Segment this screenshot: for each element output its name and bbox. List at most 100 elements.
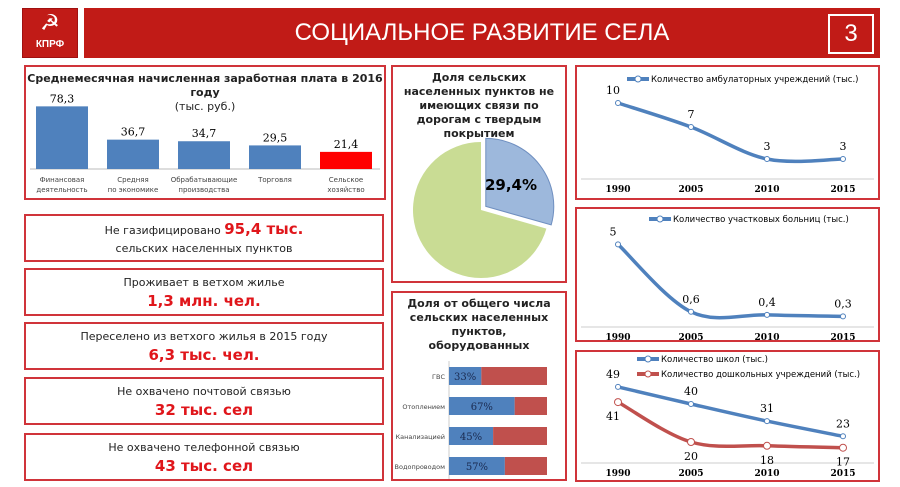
data-label: 0,3: [834, 297, 852, 310]
bar: [178, 141, 230, 169]
category-label: Отоплением: [402, 403, 445, 411]
category-label: Сельское: [329, 176, 363, 184]
category-label: Средняя: [117, 176, 148, 184]
x-tick-label: 1990: [605, 185, 630, 195]
bar: [320, 151, 372, 169]
series-line: [617, 400, 844, 450]
category-label: Обрабатывающие: [171, 176, 238, 184]
pie-label: 29,4%: [485, 176, 537, 194]
category-label: хозяйство: [327, 186, 364, 194]
bar-equipped: [449, 397, 515, 415]
legend-marker: [634, 75, 642, 83]
clinics-line-chart: 1990 2005 2010 2015 Количество амбулаторных …: [581, 75, 874, 195]
category-label: производства: [178, 186, 229, 194]
data-point: [764, 418, 770, 425]
roads-pie-panel: Доля сельских населенных пунктов не имею…: [391, 65, 567, 283]
info-box-resettled: Переселено из ветхого жилья в 2015 году …: [24, 322, 384, 370]
salary-bar-chart: 78,3 Финансовая деятельность 36,7 Средняя по …: [30, 92, 380, 194]
schools-chart-panel: 1990 2005 2010 2015 Количество школ (тыс.) 49…: [575, 350, 880, 482]
bar: [249, 145, 301, 169]
category-label: Канализацией: [395, 433, 445, 441]
hammer-sickle-icon: ☭: [40, 11, 60, 36]
legend-label: Количество школ (тыс.): [661, 355, 768, 365]
data-point: [614, 398, 622, 407]
info-text2: сельских населенных пунктов: [115, 242, 293, 255]
schools-line-chart: 1990 2005 2010 2015 Количество школ (тыс.) 49…: [581, 355, 874, 479]
data-point: [764, 156, 770, 162]
category-label: Финансовая: [40, 176, 85, 184]
bar-remainder: [493, 427, 547, 445]
bar-value-label: 29,5: [263, 131, 288, 144]
bar: [36, 106, 88, 169]
legend-marker: [644, 370, 652, 378]
x-tick-label: 2010: [754, 469, 779, 479]
bar-value-label: 21,4: [334, 138, 359, 151]
info-text: Переселено из ветхого жилья в 2015 году: [80, 330, 328, 343]
info-text: Не охвачено телефонной связью: [108, 441, 300, 454]
data-label: 31: [760, 402, 774, 415]
info-box-phone: Не охвачено телефонной связью 43 тыс. се…: [24, 433, 384, 481]
bar-value-label: 67%: [471, 402, 493, 413]
data-point: [688, 308, 694, 315]
legend-label: Количество амбулаторных учреждений (тыс.…: [651, 75, 858, 85]
info-value: 6,3 тыс. чел.: [148, 346, 260, 364]
roads-pie-chart: 29,4%: [412, 137, 555, 278]
hospitals-line-chart: 1990 2005 2010 2015 Количество участковых бо…: [581, 215, 874, 343]
x-tick-label: 2005: [678, 185, 703, 195]
x-tick-label: 2015: [830, 469, 855, 479]
legend-label: Количество дошкольных учреждений (тыс.): [661, 370, 860, 380]
bar-value-label: 78,3: [50, 92, 75, 105]
x-tick-label: 2010: [754, 333, 779, 340]
logo-text: КПРФ: [35, 39, 65, 50]
bar-value-label: 36,7: [121, 126, 146, 139]
hospitals-chart-panel: 1990 2005 2010 2015 Количество участковых бо…: [575, 207, 880, 343]
bar-remainder: [481, 367, 547, 385]
data-point: [764, 311, 770, 318]
chart-title: Доля сельских населенных пунктов не имею…: [403, 71, 555, 140]
utilities-chart-panel: Доля от общего числа сельских населенных…: [391, 291, 567, 481]
pie-slice-connected: [412, 142, 547, 278]
data-label: 17: [836, 456, 850, 469]
bar-equipped: [449, 427, 494, 445]
x-tick-label: 2005: [678, 469, 703, 479]
bar-value-label: 57%: [466, 462, 488, 473]
data-label: 20: [684, 450, 698, 463]
bar-remainder: [504, 457, 547, 475]
data-point: [688, 124, 694, 130]
bar-value-label: 34,7: [192, 127, 217, 140]
legend-label: Количество участковых больниц (тыс.): [673, 215, 849, 225]
data-label: 18: [760, 454, 774, 467]
x-tick-label: 2015: [830, 333, 855, 340]
kprf-logo: ☭ КПРФ: [22, 8, 78, 58]
pie-slice-unconnected: [485, 137, 555, 226]
clinics-chart-panel: 1990 2005 2010 2015 Количество амбулаторных …: [575, 65, 880, 200]
series-line: [616, 243, 844, 320]
utilities-stacked-bar-chart: 33% ГВС 67% Отоплением 45% Канализацией 57% Вод…: [395, 361, 547, 479]
data-point: [840, 433, 846, 440]
data-label: 41: [606, 410, 620, 423]
data-point: [840, 156, 846, 162]
page-title: СОЦИАЛЬНОЕ РАЗВИТИЕ СЕЛА: [84, 8, 880, 58]
series-line: [617, 101, 844, 164]
data-point: [840, 313, 846, 320]
data-label: 10: [606, 84, 620, 97]
data-label: 49: [606, 368, 620, 381]
x-tick-label: 2015: [830, 185, 855, 195]
info-text: Не охвачено почтовой связью: [117, 385, 291, 398]
x-tick-label: 1990: [605, 333, 630, 340]
data-label: 0,6: [682, 293, 700, 306]
x-tick-label: 2005: [678, 333, 703, 340]
data-label: 3: [764, 140, 771, 153]
category-label: по экономике: [108, 186, 159, 194]
x-tick-label: 1990: [605, 469, 630, 479]
data-label: 0,4: [758, 296, 776, 309]
bar-remainder: [514, 397, 547, 415]
chart-title: Доля от общего числа сельских населенных…: [407, 297, 551, 352]
category-label: деятельность: [36, 186, 87, 194]
data-point: [615, 100, 621, 106]
salary-chart-panel: Среднемесячная начисленная заработная пл…: [24, 65, 386, 200]
slide-number: 3: [828, 14, 874, 54]
category-label: Водопроводом: [395, 463, 446, 471]
data-point: [688, 401, 694, 407]
info-box-housing: Проживает в ветхом жилье 1,3 млн. чел.: [24, 268, 384, 316]
